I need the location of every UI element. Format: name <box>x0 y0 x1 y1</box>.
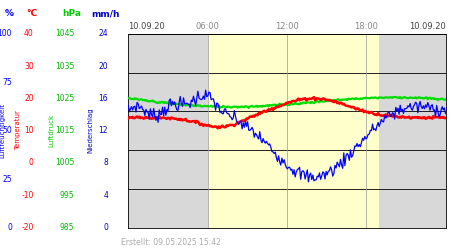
Text: 18:00: 18:00 <box>354 22 378 31</box>
Text: 10: 10 <box>24 126 34 135</box>
Text: 12:00: 12:00 <box>275 22 299 31</box>
Text: 0: 0 <box>7 223 12 232</box>
Text: -10: -10 <box>22 191 34 200</box>
Text: 12: 12 <box>99 126 108 135</box>
Text: Niederschlag: Niederschlag <box>87 107 93 153</box>
Text: 985: 985 <box>60 223 74 232</box>
Text: 24: 24 <box>99 29 108 38</box>
Text: 100: 100 <box>0 29 12 38</box>
Text: 20: 20 <box>24 94 34 103</box>
Text: -20: -20 <box>22 223 34 232</box>
Text: 20: 20 <box>99 62 108 70</box>
Text: 75: 75 <box>2 78 12 87</box>
Text: 10.09.20: 10.09.20 <box>409 22 446 31</box>
Text: Temperatur: Temperatur <box>15 110 21 150</box>
Text: 0: 0 <box>29 158 34 168</box>
Text: 50: 50 <box>2 126 12 135</box>
Text: 1015: 1015 <box>55 126 74 135</box>
Text: °C: °C <box>26 9 37 18</box>
Text: hPa: hPa <box>63 9 81 18</box>
Text: 40: 40 <box>24 29 34 38</box>
Text: 995: 995 <box>59 191 74 200</box>
Text: 1045: 1045 <box>55 29 74 38</box>
Text: 8: 8 <box>103 158 108 168</box>
Text: 1025: 1025 <box>55 94 74 103</box>
Text: 0: 0 <box>103 223 108 232</box>
Text: %: % <box>4 9 13 18</box>
Text: 30: 30 <box>24 62 34 70</box>
Bar <box>207 34 379 228</box>
Text: 16: 16 <box>99 94 108 103</box>
Text: Luftdruck: Luftdruck <box>49 114 55 146</box>
Text: mm/h: mm/h <box>91 9 120 18</box>
Text: Luftfeuchtigkeit: Luftfeuchtigkeit <box>0 102 5 158</box>
Text: 25: 25 <box>3 174 12 184</box>
Text: 1005: 1005 <box>55 158 74 168</box>
Text: 10.09.20: 10.09.20 <box>128 22 165 31</box>
Text: Erstellt: 09.05.2025 15:42: Erstellt: 09.05.2025 15:42 <box>121 238 221 247</box>
Text: 4: 4 <box>103 191 108 200</box>
Text: 06:00: 06:00 <box>196 22 220 31</box>
Text: 1035: 1035 <box>55 62 74 70</box>
